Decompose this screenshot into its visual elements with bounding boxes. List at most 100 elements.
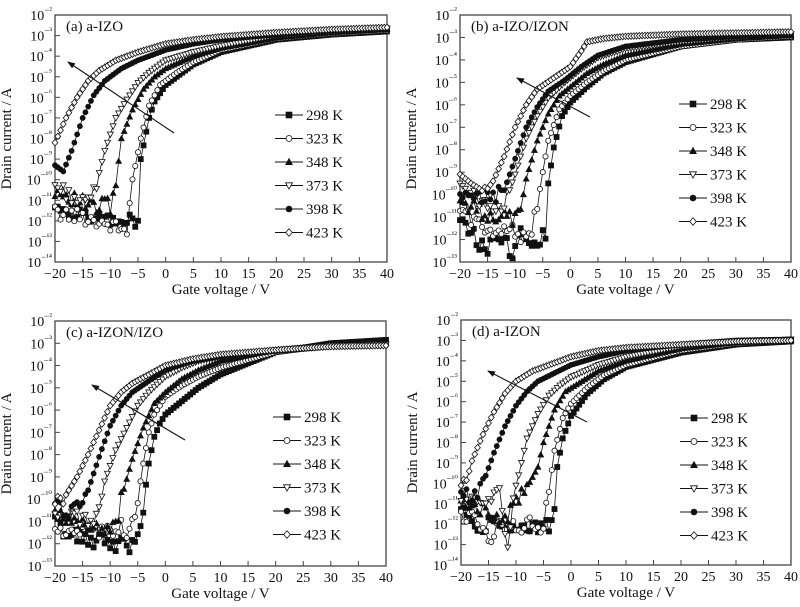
data-point — [503, 145, 511, 154]
data-point — [126, 113, 134, 120]
y-tick-label: 10−¹² — [433, 230, 458, 249]
data-point — [526, 514, 533, 521]
data-point — [125, 419, 134, 427]
data-point — [487, 413, 495, 422]
data-point — [107, 545, 114, 552]
data-point — [492, 199, 499, 205]
legend-marker — [689, 485, 699, 493]
data-point — [476, 437, 484, 445]
legend-label: 298 K — [710, 97, 747, 113]
data-point — [134, 500, 141, 507]
data-point — [537, 406, 545, 414]
data-point — [556, 396, 564, 404]
data-point — [68, 207, 75, 214]
data-point — [519, 144, 528, 152]
legend-item: 323 K — [275, 132, 343, 148]
data-point — [518, 485, 525, 492]
x-tick-label: 10 — [619, 570, 633, 585]
data-point — [507, 413, 514, 419]
data-point — [542, 430, 550, 437]
data-point — [464, 177, 472, 186]
data-point — [90, 198, 98, 205]
legend-marker — [283, 507, 291, 515]
data-point — [522, 175, 530, 182]
data-point — [54, 185, 62, 193]
data-point — [107, 227, 114, 234]
data-point — [104, 537, 111, 543]
y-tick-label: 10−⁸ — [30, 445, 52, 464]
legend-label: 348 K — [306, 155, 343, 171]
data-point — [504, 418, 511, 424]
data-point — [459, 194, 466, 201]
x-tick-label: 40 — [784, 570, 798, 585]
data-point — [65, 154, 72, 161]
y-tick-label: 10−¹⁰ — [27, 170, 53, 189]
legend-label: 298 K — [306, 108, 343, 124]
data-point — [120, 101, 128, 108]
data-point — [131, 513, 138, 520]
y-tick-label: 10−⁷ — [30, 108, 52, 127]
data-point — [74, 538, 80, 545]
data-point — [520, 447, 528, 455]
data-point — [515, 499, 523, 506]
data-point — [457, 508, 464, 515]
y-tick-label: 10−⁸ — [30, 129, 52, 148]
legend-marker — [689, 124, 697, 131]
data-point — [462, 199, 470, 206]
data-point — [528, 114, 535, 121]
y-tick-label: 10−⁴ — [435, 50, 457, 69]
data-point — [123, 231, 130, 238]
data-point — [84, 450, 92, 459]
legend-label: 373 K — [710, 168, 747, 184]
x-tick-label: 10 — [619, 267, 633, 282]
data-point — [151, 92, 158, 99]
y-tick-label: 10−² — [30, 5, 52, 24]
legend-marker — [688, 171, 698, 179]
x-tick-label: 35 — [352, 267, 366, 282]
x-tick-label: 15 — [646, 267, 660, 282]
data-point — [510, 518, 517, 525]
legend-marker — [283, 459, 291, 468]
data-point — [492, 171, 500, 179]
data-point — [132, 162, 139, 169]
data-point — [79, 538, 86, 545]
series-423k — [51, 341, 390, 509]
data-point — [87, 194, 95, 202]
data-point — [73, 93, 81, 102]
data-point — [520, 229, 527, 236]
data-point — [479, 224, 486, 231]
data-point — [498, 239, 505, 246]
legend-marker — [285, 228, 293, 237]
legend-label: 323 K — [710, 121, 747, 137]
legend-marker — [285, 157, 293, 165]
data-point — [89, 521, 98, 529]
data-point — [67, 200, 76, 207]
data-point — [154, 87, 161, 94]
data-point — [95, 206, 103, 213]
x-tick-label: −5 — [131, 267, 146, 282]
data-point — [142, 82, 150, 89]
y-tick-label: 10−⁹ — [30, 467, 52, 486]
legend-marker — [282, 484, 292, 492]
data-point — [123, 534, 130, 541]
data-point — [503, 179, 510, 186]
legend-item: 323 K — [680, 435, 748, 451]
data-point — [488, 457, 495, 464]
data-point — [577, 47, 585, 55]
legend-marker — [689, 217, 697, 226]
data-point — [520, 489, 528, 496]
data-point — [504, 544, 512, 552]
data-series — [456, 27, 795, 262]
data-point — [481, 198, 488, 205]
data-point — [479, 237, 485, 244]
data-point — [534, 463, 542, 470]
data-point — [77, 123, 83, 130]
x-tick-label: −20 — [44, 267, 66, 282]
x-tick-label: 40 — [784, 267, 798, 282]
data-point — [90, 544, 97, 551]
data-point — [548, 129, 555, 136]
data-point — [145, 79, 153, 86]
data-point — [110, 538, 116, 545]
data-point — [123, 542, 130, 549]
data-point — [62, 114, 70, 122]
